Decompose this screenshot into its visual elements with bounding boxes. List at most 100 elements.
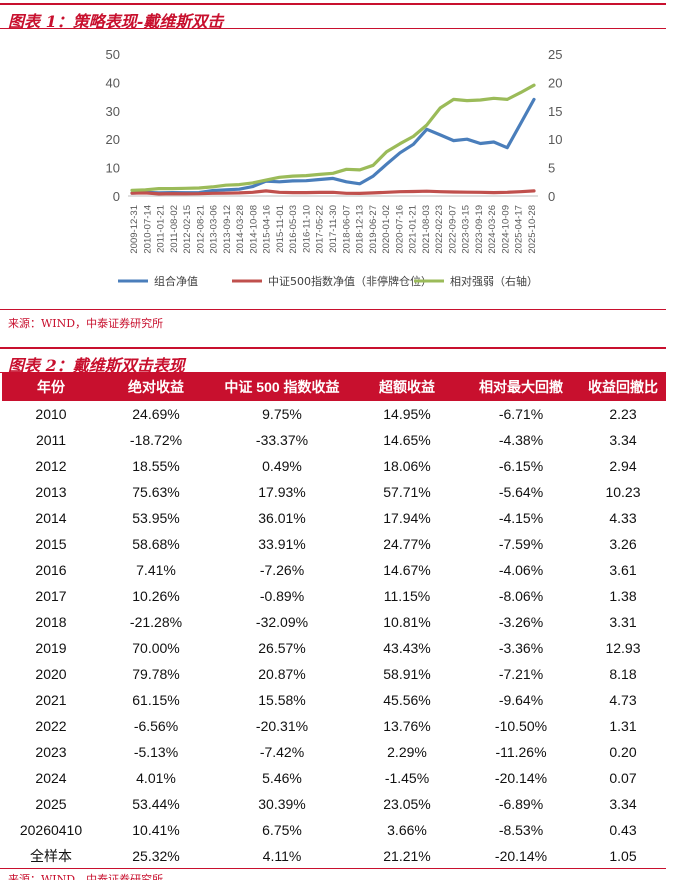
legend-label: 中证500指数净值（非停牌仓位） [268,274,432,288]
table-row: 2011 -18.72% -33.37% 14.65% -4.38% 3.34 [2,427,666,453]
table-cell: 1.05 [609,848,637,864]
table-cell: 53.44% [132,796,180,812]
table-cell: -6.71% [498,406,544,422]
table-cell: 11.15% [383,588,431,604]
x-axis-tick-label: 2023-09-19 [474,205,485,254]
table-cell: 61.15% [132,692,180,708]
left-axis-tick: 20 [106,132,120,147]
x-axis-tick-label: 2025-10-28 [527,205,538,254]
table-cell: 17.94% [383,510,431,526]
table-cell: 57.71% [383,484,431,500]
table-cell: 全样本 [30,848,72,864]
table-row: 2019 70.00% 26.57% 43.43% -3.36% 12.93 [2,635,666,661]
table-cell: -1.45% [384,770,430,786]
x-axis-tick-label: 2017-11-30 [328,205,339,253]
table-cell: 9.75% [262,406,302,422]
series-line-0 [130,97,536,195]
table-cell: 13.76% [383,718,431,734]
x-axis-tick-label: 2024-03-26 [487,205,498,254]
table-cell: 2.23 [609,406,637,422]
table-header-cell: 收益回撤比 [580,373,666,401]
table-cell: -20.31% [255,718,309,734]
table-row: 2024 4.01% 5.46% -1.45% -20.14% 0.07 [2,765,666,791]
table-cell: 2014 [35,510,67,526]
right-axis-tick: 10 [548,132,562,147]
legend-label: 组合净值 [154,274,198,288]
table-cell: 10.26% [132,588,180,604]
table-cell: 43.43% [383,640,431,656]
table-cell: 4.01% [136,770,176,786]
x-axis-tick-label: 2015-11-01 [275,205,286,253]
table-cell: -33.37% [255,432,309,448]
table-cell: 2011 [35,432,67,448]
table-row: 2020 79.78% 20.87% 58.91% -7.21% 8.18 [2,661,666,687]
table-row: 2015 58.68% 33.91% 24.77% -7.59% 3.26 [2,531,666,557]
table-cell: 10.23 [605,484,641,500]
table-body: 2010 24.69% 9.75% 14.95% -6.71% 2.23 2011 -18.7… [2,401,666,869]
table-cell: 2.29% [387,744,427,760]
table-cell: -7.26% [259,562,305,578]
table-row: 2016 7.41% -7.26% 14.67% -4.06% 3.61 [2,557,666,583]
series-line-1 [130,189,536,196]
table-cell: 15.58% [258,692,306,708]
table-cell: -7.21% [498,666,544,682]
table-cell: 4.33 [609,510,637,526]
figure1-title: 图表 1：策略表现-戴维斯双击 [8,12,224,31]
table-cell: 0.07 [609,770,637,786]
right-axis-tick: 15 [548,104,562,119]
table-cell: -4.06% [498,562,544,578]
table-header-row: 年份 绝对收益 中证 500 指数收益 超额收益 相对最大回撤 收益回撤比 [2,373,666,401]
table-cell: 70.00% [132,640,180,656]
table-cell: 2010 [35,406,67,422]
table-cell: -18.72% [129,432,183,448]
x-axis-tick-label: 2011-01-21 [156,205,167,253]
table-cell: -6.89% [498,796,544,812]
table-cell: 20260410 [19,822,83,838]
table-cell: -11.26% [495,744,547,760]
table-cell: 18.06% [383,458,431,474]
left-axis-tick: 0 [113,189,120,204]
table-cell: -32.09% [255,614,309,630]
table-cell: -7.59% [498,536,544,552]
table-row: 20260410 10.41% 6.75% 3.66% -8.53% 0.43 [2,817,666,843]
table-row: 2014 53.95% 36.01% 17.94% -4.15% 4.33 [2,505,666,531]
table-cell: 17.93% [258,484,306,500]
x-axis-tick-label: 2022-02-23 [434,205,445,254]
table-cell: -20.14% [494,770,548,786]
table-cell: -20.14% [494,848,548,864]
table-cell: 4.11% [262,848,302,864]
table-cell: 5.46% [262,770,302,786]
table-row: 2010 24.69% 9.75% 14.95% -6.71% 2.23 [2,401,666,427]
x-axis-tick-label: 2021-08-03 [421,205,432,254]
x-axis-tick-label: 2014-10-08 [248,205,259,254]
table-cell: -7.42% [259,744,305,760]
table-row: 2021 61.15% 15.58% 45.56% -9.64% 4.73 [2,687,666,713]
series-line-2 [130,83,536,192]
table-cell: 75.63% [132,484,180,500]
left-axis-tick: 10 [106,161,120,176]
x-axis-tick-label: 2013-09-12 [222,205,233,254]
table-cell: 1.38 [609,588,637,604]
table-cell: 21.21% [383,848,431,864]
x-axis-tick-label: 2010-07-14 [142,205,153,254]
x-axis-tick-label: 2012-02-15 [182,205,193,254]
x-axis-tick-label: 2024-10-09 [500,205,511,254]
table-cell: 25.32% [132,848,180,864]
x-axis-tick-label: 2009-12-31 [129,205,140,254]
x-axis-tick-label: 2019-06-27 [368,205,379,254]
table-header-cell: 年份 [2,373,100,401]
table-cell: 24.77% [383,536,431,552]
table-cell: 14.65% [383,432,431,448]
table-row: 2022 -6.56% -20.31% 13.76% -10.50% 1.31 [2,713,666,739]
table-cell: 2017 [35,588,67,604]
table-cell: 2023 [35,744,67,760]
table-row: 2025 53.44% 30.39% 23.05% -6.89% 3.34 [2,791,666,817]
left-axis-tick: 30 [106,104,120,119]
table-cell: 3.34 [609,432,637,448]
table-cell: -6.15% [498,458,544,474]
x-axis-tick-label: 2012-08-21 [195,205,206,254]
x-axis-tick-label: 2016-11-10 [301,205,312,253]
figure2-bottom-rule [0,868,666,869]
figure2-source: 来源：WIND，中泰证券研究所 [8,873,164,880]
table-cell: -6.56% [133,718,179,734]
